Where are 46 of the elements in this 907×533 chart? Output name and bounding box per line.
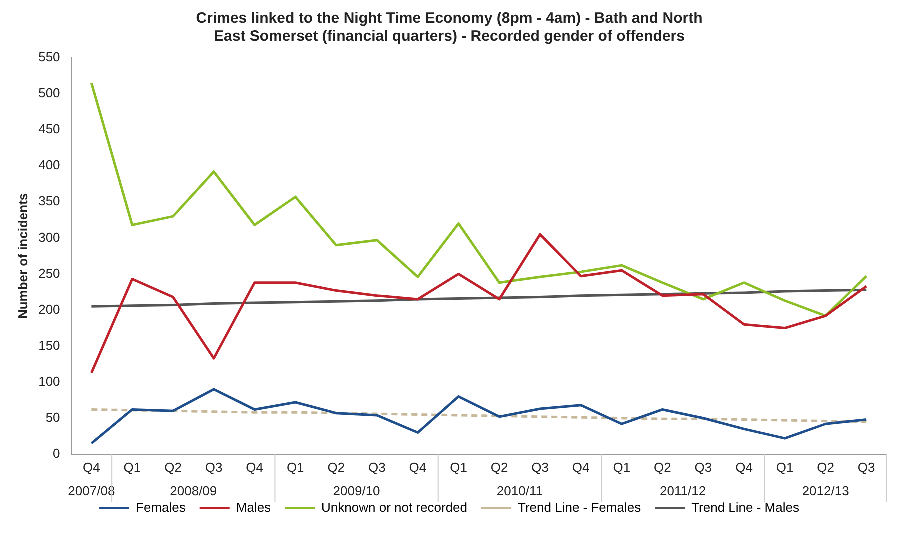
x-tick-label: Q4 <box>572 460 590 475</box>
x-tick-label: Q2 <box>490 460 508 475</box>
x-tick-label: Q1 <box>776 460 794 475</box>
x-tick-label: Q1 <box>613 460 631 475</box>
y-tick-label: 50 <box>46 410 60 425</box>
text: 2012/13 <box>802 484 850 499</box>
text: 2008/09 <box>170 484 218 499</box>
x-tick-label: Q2 <box>164 460 182 475</box>
y-tick-label: 300 <box>38 230 60 245</box>
x-tick-label: Q2 <box>654 460 672 475</box>
chart-title: Crimes linked to the Night Time Economy (8pm - 4am) - Bath and North East Somerset (financial quarters) - Recorded gender of offenders <box>196 10 703 46</box>
y-axis-title: Number of incidents <box>15 193 30 320</box>
text: 2007/08 <box>68 484 116 499</box>
x-tick-label: Q1 <box>286 460 304 475</box>
legend-label: Unknown or not recorded <box>322 500 468 516</box>
y-tick-label: 0 <box>53 446 60 461</box>
x-tick-label: Q4 <box>83 460 100 475</box>
y-tick-label: 150 <box>38 338 60 353</box>
line-series <box>90 408 868 424</box>
x-tick-label: Q3 <box>532 460 549 475</box>
y-tick-label: 400 <box>38 158 60 173</box>
y-tick-label: 250 <box>38 266 60 281</box>
x-tick-label: Q1 <box>124 460 142 475</box>
legend-label: Trend Line - Males <box>692 500 800 516</box>
x-tick-label: Q3 <box>858 460 876 475</box>
legend-label: Trend Line - Females <box>518 500 642 516</box>
x-tick-label: Q2 <box>817 460 834 475</box>
text: 2009/10 <box>333 484 380 499</box>
text: 2011/12 <box>660 484 706 499</box>
legend-label: Females <box>136 500 186 516</box>
x-tick-label: Q4 <box>736 460 753 475</box>
x-tick-label: Q2 <box>328 460 346 475</box>
y-tick-label: 200 <box>38 302 60 317</box>
legend-label: Males <box>236 500 272 516</box>
x-tick-label: Q3 <box>205 460 223 475</box>
x-tick-label: Q3 <box>694 460 712 475</box>
x-tick-label: Q1 <box>450 460 468 475</box>
y-tick-label: 450 <box>38 122 60 137</box>
x-tick-label: Q4 <box>409 460 427 475</box>
y-tick-label: 100 <box>38 374 60 389</box>
y-tick-label: 550 <box>38 50 60 65</box>
y-tick-label: 500 <box>38 86 60 101</box>
text: 2010/11 <box>496 484 543 499</box>
x-tick-label: Q4 <box>246 460 264 475</box>
x-tick-label: Q3 <box>368 460 386 475</box>
y-tick-label: 350 <box>38 194 60 209</box>
